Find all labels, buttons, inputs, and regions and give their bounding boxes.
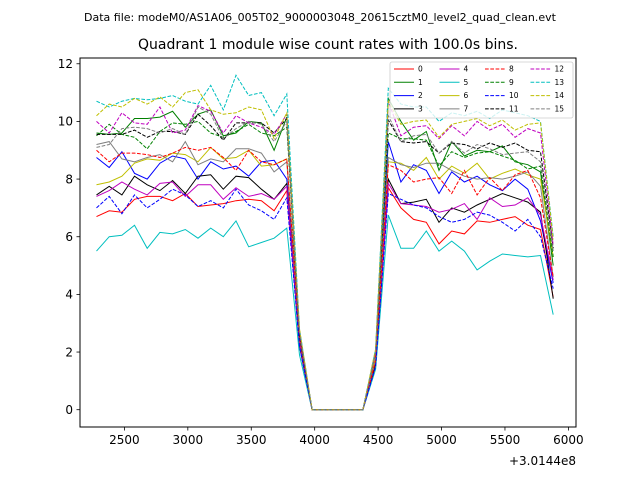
legend-label-12: 12 xyxy=(555,65,565,74)
legend-label-9: 9 xyxy=(509,78,514,87)
x-tick-label: 5500 xyxy=(490,433,521,447)
x-axis: 2500 3000 3500 4000 4500 5000 5500 6000 xyxy=(109,427,584,447)
y-tick-label: 8 xyxy=(65,172,73,186)
legend-label-10: 10 xyxy=(509,91,519,100)
y-tick-label: 10 xyxy=(58,115,73,129)
y-tick-label: 12 xyxy=(58,57,73,71)
x-axis-offset-label: +3.0144e8 xyxy=(509,454,576,468)
data-file-label: Data file: modeM0/AS1A06_005T02_90000030… xyxy=(84,11,557,24)
y-axis: 0 2 4 6 8 10 12 xyxy=(58,57,80,417)
legend-label-11: 11 xyxy=(509,105,519,114)
legend-label-15: 15 xyxy=(555,105,565,114)
legend-label-3: 3 xyxy=(418,105,423,114)
legend-label-13: 13 xyxy=(555,78,565,87)
plot-area-frame xyxy=(79,57,577,428)
chart-title: Quadrant 1 module wise count rates with … xyxy=(138,37,518,53)
legend-label-0: 0 xyxy=(418,65,423,74)
y-tick-label: 4 xyxy=(65,288,73,302)
series-line-8 xyxy=(96,146,554,411)
legend-label-2: 2 xyxy=(418,91,423,100)
y-tick-label: 6 xyxy=(65,230,73,244)
x-tick-label: 4500 xyxy=(363,433,394,447)
x-tick-label: 3000 xyxy=(173,433,204,447)
x-tick-label: 4000 xyxy=(299,433,330,447)
series-line-12 xyxy=(96,101,554,411)
x-tick-label: 2500 xyxy=(109,433,140,447)
legend-label-1: 1 xyxy=(418,78,423,87)
legend-label-6: 6 xyxy=(464,91,469,100)
series-layer xyxy=(96,74,554,411)
legend-label-4: 4 xyxy=(464,65,469,74)
x-tick-label: 6000 xyxy=(553,433,584,447)
series-line-15 xyxy=(96,106,554,411)
y-tick-label: 2 xyxy=(65,345,73,359)
legend-label-5: 5 xyxy=(464,78,469,87)
legend-frame xyxy=(389,61,574,119)
legend-label-8: 8 xyxy=(509,65,514,74)
x-tick-label: 3500 xyxy=(236,433,267,447)
x-tick-label: 5000 xyxy=(426,433,457,447)
legend-label-7: 7 xyxy=(464,105,469,114)
legend-label-14: 14 xyxy=(555,91,565,100)
y-tick-label: 0 xyxy=(65,403,73,417)
